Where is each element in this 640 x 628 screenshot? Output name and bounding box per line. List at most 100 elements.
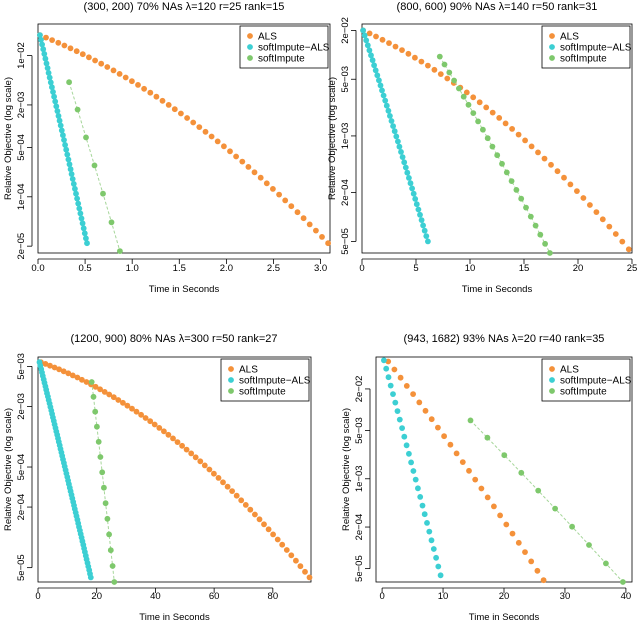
- point-ALS: [135, 82, 141, 88]
- point-softImpute: [586, 542, 592, 548]
- point-ALS: [270, 531, 276, 538]
- point-softImpute-ALS: [395, 138, 401, 145]
- point-softImpute: [527, 213, 534, 220]
- point-ALS: [297, 563, 304, 570]
- x-tick-label: 1.5: [173, 263, 186, 274]
- series-ALS: [360, 27, 632, 253]
- point-softImpute-ALS: [369, 57, 376, 64]
- y-tick-label: 2e−03: [16, 92, 27, 119]
- series-ALS: [385, 358, 547, 584]
- point-ALS: [502, 120, 509, 127]
- point-softImpute-ALS: [412, 476, 419, 483]
- x-tick-label: 40: [150, 591, 161, 602]
- point-ALS: [92, 57, 98, 64]
- x-tick-label: 0: [35, 591, 40, 602]
- x-tick-label: 20: [573, 263, 584, 274]
- point-softImpute-ALS: [402, 164, 409, 171]
- panel-2: (1200, 900) 80% NAs λ=300 r=50 rank=27 0 2…: [3, 333, 313, 623]
- point-ALS: [319, 234, 325, 240]
- point-softImpute: [97, 454, 104, 460]
- point-softImpute-ALS: [51, 93, 57, 100]
- point-ALS: [567, 181, 574, 188]
- point-ALS: [405, 50, 412, 57]
- point-softImpute: [513, 187, 520, 193]
- point-softImpute: [92, 408, 99, 415]
- point-ALS: [587, 202, 593, 208]
- point-ALS: [141, 85, 148, 92]
- point-ALS: [215, 475, 222, 481]
- series-softImpute: [66, 79, 123, 255]
- panel-3: (943, 1682) 93% NAs λ=20 r=40 rank=35 0 10…: [341, 333, 633, 623]
- point-softImpute-ALS: [388, 118, 395, 124]
- point-ALS: [252, 511, 258, 518]
- point-softImpute-ALS: [84, 240, 90, 247]
- point-ALS: [174, 439, 181, 445]
- legend-box: [239, 25, 329, 69]
- point-ALS: [478, 485, 485, 492]
- point-ALS: [503, 521, 510, 528]
- plot-area: [37, 356, 312, 583]
- point-softImpute: [104, 515, 111, 522]
- point-softImpute-ALS: [413, 201, 420, 208]
- point-ALS: [115, 397, 122, 403]
- x-axis-label: Time in Seconds: [462, 284, 533, 295]
- y-axis-label: Relative Objective (log scale): [327, 77, 338, 200]
- legend-label: softImpute−ALS: [258, 43, 330, 54]
- legend-marker-softImpute: [228, 388, 234, 394]
- point-softImpute: [532, 222, 539, 229]
- point-softImpute-ALS: [73, 190, 79, 197]
- point-softImpute: [503, 169, 510, 176]
- point-ALS: [410, 391, 416, 397]
- legend-marker-ALS: [549, 366, 555, 372]
- point-softImpute: [542, 240, 548, 247]
- point-ALS: [270, 186, 276, 192]
- point-ALS: [392, 43, 399, 50]
- point-ALS: [373, 33, 379, 40]
- point-softImpute-ALS: [38, 36, 44, 43]
- point-ALS: [491, 503, 497, 510]
- point-ALS: [263, 180, 270, 187]
- point-softImpute-ALS: [58, 127, 65, 134]
- point-ALS: [159, 97, 166, 104]
- point-ALS: [120, 399, 126, 406]
- point-ALS: [580, 195, 587, 201]
- point-softImpute-ALS: [435, 563, 442, 570]
- point-ALS: [412, 54, 418, 61]
- point-ALS: [188, 450, 195, 457]
- point-softImpute-ALS: [425, 238, 431, 245]
- point-softImpute-ALS: [381, 357, 387, 364]
- point-softImpute-ALS: [75, 200, 82, 207]
- point-ALS: [515, 539, 522, 546]
- point-softImpute: [436, 53, 443, 60]
- point-softImpute-ALS: [78, 215, 85, 222]
- x-tick-label: 1.0: [126, 263, 139, 274]
- point-softImpute-ALS: [408, 459, 414, 466]
- point-softImpute-ALS: [437, 572, 444, 579]
- legend-box: [541, 25, 631, 69]
- point-ALS: [233, 492, 240, 499]
- point-softImpute-ALS: [390, 391, 396, 397]
- point-softImpute-ALS: [37, 32, 43, 38]
- point-softImpute: [88, 379, 95, 385]
- point-ALS: [156, 425, 163, 431]
- legend-label: softImpute−ALS: [560, 376, 632, 387]
- point-softImpute-ALS: [428, 537, 435, 544]
- point-softImpute-ALS: [390, 123, 396, 129]
- point-softImpute: [107, 547, 114, 554]
- y-axis-label: Relative Objective (log scale): [341, 408, 352, 531]
- legend-marker-softImpute-ALS: [549, 377, 555, 383]
- point-ALS: [138, 411, 145, 418]
- y-tick-label: 1e−03: [340, 123, 351, 150]
- point-ALS: [554, 168, 561, 175]
- legend-marker-softImpute: [549, 55, 555, 61]
- legend-marker-ALS: [228, 366, 234, 372]
- point-softImpute-ALS: [399, 425, 405, 431]
- point-ALS: [441, 433, 447, 440]
- point-ALS: [245, 164, 252, 170]
- legend-label: softImpute: [560, 54, 607, 65]
- point-ALS: [476, 99, 483, 106]
- point-ALS: [142, 415, 149, 421]
- point-ALS: [202, 128, 209, 135]
- y-tick-label: 2e−02: [354, 376, 365, 403]
